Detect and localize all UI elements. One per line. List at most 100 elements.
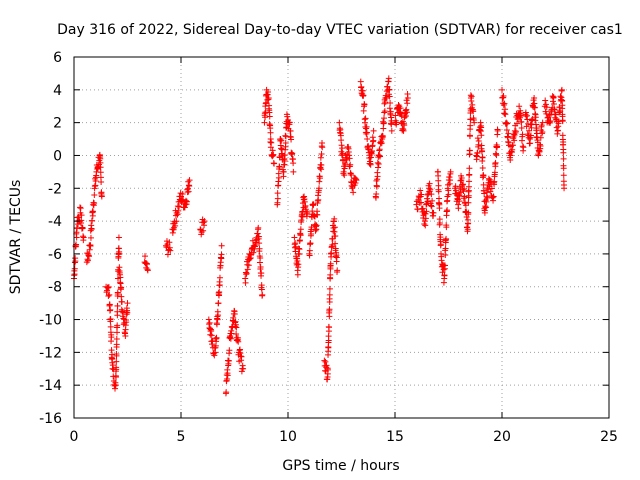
data-point: [332, 232, 339, 239]
data-point: [122, 332, 129, 339]
data-point: [310, 201, 317, 208]
data-point: [465, 209, 472, 216]
data-point: [326, 306, 333, 313]
data-point: [481, 190, 488, 197]
data-point: [404, 100, 411, 107]
data-point: [479, 154, 486, 161]
data-point: [483, 198, 490, 205]
data-point: [228, 330, 235, 337]
data-point: [376, 146, 383, 153]
data-point: [268, 139, 275, 146]
data-point: [144, 267, 151, 274]
data-point: [443, 235, 450, 242]
data-point: [493, 152, 500, 159]
data-point: [107, 306, 114, 313]
data-point: [225, 357, 232, 364]
data-point: [542, 101, 549, 108]
y-tick-label: -10: [39, 313, 62, 329]
data-point: [560, 155, 567, 162]
data-point: [475, 138, 482, 145]
data-point: [144, 261, 151, 268]
data-point: [528, 124, 535, 131]
data-point: [186, 177, 193, 184]
data-point: [115, 234, 122, 241]
data-point: [560, 138, 567, 145]
data-point: [502, 111, 509, 118]
data-point: [458, 175, 465, 182]
data-point: [559, 102, 566, 109]
data-point: [123, 319, 130, 326]
data-point: [316, 175, 323, 182]
data-point: [543, 104, 550, 111]
data-point: [465, 199, 472, 206]
data-point: [457, 189, 464, 196]
data-point: [418, 199, 425, 206]
data-point: [267, 136, 274, 143]
data-point: [461, 185, 468, 192]
data-point: [442, 251, 449, 258]
data-point: [113, 352, 120, 359]
data-point: [364, 136, 371, 143]
data-point: [318, 151, 325, 158]
data-point: [500, 101, 507, 108]
data-point: [479, 148, 486, 155]
data-point: [381, 108, 388, 115]
data-point: [397, 105, 404, 112]
data-point: [78, 217, 85, 224]
data-point: [244, 266, 251, 273]
data-point: [118, 293, 125, 300]
y-tick-label: -16: [39, 411, 62, 427]
data-point: [255, 233, 262, 240]
data-point: [386, 86, 393, 93]
data-point: [509, 142, 516, 149]
data-point: [284, 113, 291, 120]
data-point: [462, 202, 469, 209]
data-point: [200, 227, 207, 234]
y-tick-label: -14: [39, 378, 62, 394]
data-point: [422, 215, 429, 222]
data-point: [315, 196, 322, 203]
data-point: [524, 131, 531, 138]
data-point: [512, 128, 519, 135]
y-tick-label: -2: [48, 181, 62, 197]
data-point: [339, 145, 346, 152]
y-tick-label: 0: [53, 148, 62, 164]
data-point: [97, 164, 104, 171]
data-point: [350, 189, 357, 196]
data-point: [80, 234, 87, 241]
data-point: [231, 311, 238, 318]
data-points: [71, 75, 568, 397]
data-point: [346, 152, 353, 159]
data-point: [213, 321, 220, 328]
data-point: [106, 291, 113, 298]
data-point: [456, 198, 463, 205]
data-point: [291, 234, 298, 241]
x-tick-label: 0: [70, 429, 79, 445]
data-point: [373, 183, 380, 190]
data-point: [430, 209, 437, 216]
data-point: [329, 241, 336, 248]
grid: [74, 57, 609, 418]
data-point: [113, 373, 120, 380]
data-point: [255, 224, 262, 231]
data-point: [318, 161, 325, 168]
data-point: [481, 209, 488, 216]
data-point: [238, 353, 245, 360]
data-point: [423, 208, 430, 215]
data-point: [518, 124, 525, 131]
data-point: [527, 140, 534, 147]
data-point: [297, 226, 304, 233]
data-point: [511, 137, 518, 144]
data-point: [375, 161, 382, 168]
data-point: [531, 95, 538, 102]
data-point: [447, 168, 454, 175]
data-point: [537, 134, 544, 141]
data-point: [516, 103, 523, 110]
data-point: [314, 211, 321, 218]
data-point: [424, 191, 431, 198]
data-point: [436, 205, 443, 212]
data-point: [213, 334, 220, 341]
data-point: [550, 101, 557, 108]
data-point: [531, 104, 538, 111]
data-point: [124, 309, 131, 316]
